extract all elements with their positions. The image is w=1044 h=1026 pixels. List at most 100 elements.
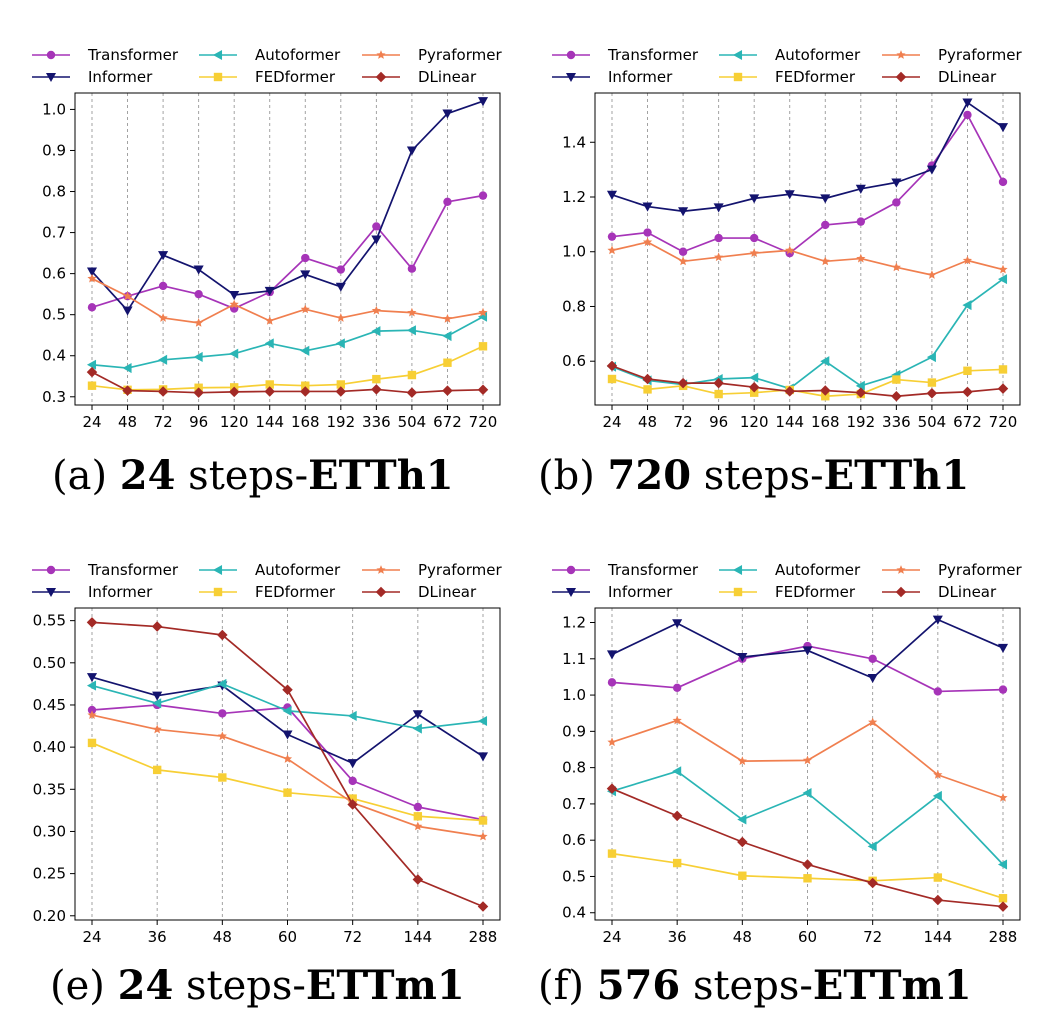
legend-label-dlinear: DLinear (418, 583, 477, 601)
x-tick-label-168: 168 (291, 413, 320, 431)
point-informer-120 (229, 290, 240, 301)
legend-entry-pyraformer: Pyraformer (362, 46, 502, 64)
series-line-dlinear (91, 371, 484, 394)
x-tick-label-48: 48 (733, 928, 752, 946)
point-dlinear-144 (784, 386, 795, 397)
caption-b-prefix: (b) (538, 453, 608, 499)
y-tick-label-0.9: 0.9 (42, 141, 66, 159)
y-tick-label-1.4: 1.4 (562, 133, 586, 151)
point-fedformer-48 (643, 385, 652, 394)
point-dlinear-120 (748, 381, 760, 393)
point-fedformer-48 (738, 871, 747, 880)
point-autoformer-72 (158, 354, 168, 365)
caption-b-mid: steps- (691, 453, 824, 499)
legend-entry-pyraformer: Pyraformer (362, 561, 502, 579)
point-transformer-72 (348, 776, 357, 786)
point-informer-168 (300, 270, 311, 280)
x-tick-label-24: 24 (82, 413, 101, 431)
point-informer-60 (282, 730, 293, 740)
x-tick-label-48: 48 (213, 928, 232, 946)
y-tick-label-0.30: 0.30 (33, 822, 66, 840)
x-tick-label-336: 336 (362, 413, 391, 431)
legend-entry-dlinear: DLinear (362, 583, 477, 601)
point-dlinear-72 (157, 386, 169, 397)
point-pyraformer-60 (282, 754, 293, 763)
point-dlinear-504 (406, 387, 418, 398)
point-pyraformer-144 (265, 316, 275, 325)
point-transformer-168 (821, 220, 830, 230)
legend-entry-autoformer: Autoformer (199, 46, 341, 64)
legend-marker-autoformer (212, 564, 223, 576)
legend-entry-pyraformer: Pyraformer (882, 46, 1022, 64)
point-transformer-72 (158, 281, 168, 291)
point-fedformer-96 (714, 389, 723, 399)
point-pyraformer-96 (714, 252, 724, 262)
y-tick-label-0.4: 0.4 (42, 347, 66, 365)
caption-f: (f) 576 steps-ETTm1 (538, 962, 972, 1009)
point-dlinear-72 (867, 877, 878, 889)
x-tick-label-168: 168 (811, 413, 840, 431)
point-transformer-144 (413, 802, 423, 812)
point-fedformer-144 (413, 812, 423, 821)
point-pyraformer-48 (737, 756, 747, 766)
y-tick-label-0.50: 0.50 (33, 654, 66, 672)
point-dlinear-96 (193, 387, 204, 398)
point-fedformer-24 (87, 738, 97, 748)
point-informer-192 (855, 184, 866, 194)
legend-label-dlinear: DLinear (938, 583, 997, 601)
series-autoformer (606, 274, 1008, 394)
series-autoformer (86, 678, 488, 734)
x-tick-label-672: 672 (433, 413, 462, 431)
legend-label-autoformer: Autoformer (255, 46, 341, 64)
point-informer-288 (997, 643, 1009, 653)
y-tick-label-0.25: 0.25 (33, 865, 66, 883)
point-informer-672 (962, 98, 973, 108)
point-informer-336 (371, 235, 382, 245)
legend-label-dlinear: DLinear (418, 68, 477, 86)
x-tick-label-720: 720 (469, 413, 498, 431)
caption-f-mid: steps- (680, 963, 813, 1009)
legend-label-informer: Informer (88, 68, 153, 86)
x-tick-label-120: 120 (220, 413, 249, 431)
point-fedformer-504 (407, 370, 417, 380)
point-autoformer-60 (282, 705, 292, 716)
legend-marker-fedformer (213, 72, 223, 82)
x-tick-label-24: 24 (602, 928, 621, 946)
point-autoformer-48 (122, 363, 132, 374)
point-autoformer-192 (855, 380, 865, 391)
point-pyraformer-720 (998, 264, 1008, 274)
y-tick-label-1.0: 1.0 (42, 100, 66, 118)
x-tick-label-96: 96 (189, 413, 208, 431)
point-autoformer-144 (264, 338, 274, 349)
x-tick-label-48: 48 (638, 413, 657, 431)
point-fedformer-720 (478, 342, 488, 351)
point-autoformer-672 (442, 330, 452, 342)
point-informer-168 (820, 194, 831, 204)
point-transformer-24 (607, 232, 617, 241)
legend-label-transformer: Transformer (607, 561, 699, 579)
point-autoformer-192 (335, 338, 345, 349)
legend-marker-autoformer (732, 49, 743, 61)
point-dlinear-168 (820, 385, 831, 396)
point-fedformer-336 (892, 375, 901, 384)
point-dlinear-24 (606, 360, 618, 372)
series-pyraformer (607, 237, 1008, 279)
point-autoformer-288 (477, 715, 488, 727)
legend-marker-transformer (566, 565, 576, 575)
series-dlinear (86, 617, 489, 912)
legend-label-autoformer: Autoformer (255, 561, 341, 579)
x-tick-label-144: 144 (775, 413, 804, 431)
point-autoformer-336 (371, 326, 381, 337)
y-tick-label-1.2: 1.2 (562, 614, 586, 632)
chart-b: Transformer Informer Autoformer FEDformer Py… (552, 46, 1022, 431)
y-tick-label-0.40: 0.40 (33, 738, 66, 756)
point-autoformer-48 (217, 678, 227, 689)
y-tick-label-1.0: 1.0 (562, 686, 586, 704)
point-informer-24 (86, 267, 98, 277)
chart-a: Transformer Informer Autoformer FEDformer Py… (32, 46, 502, 431)
point-fedformer-168 (301, 381, 310, 390)
point-pyraformer-96 (194, 318, 204, 327)
point-pyraformer-48 (122, 291, 133, 301)
point-informer-720 (477, 97, 489, 107)
point-autoformer-48 (737, 814, 747, 825)
